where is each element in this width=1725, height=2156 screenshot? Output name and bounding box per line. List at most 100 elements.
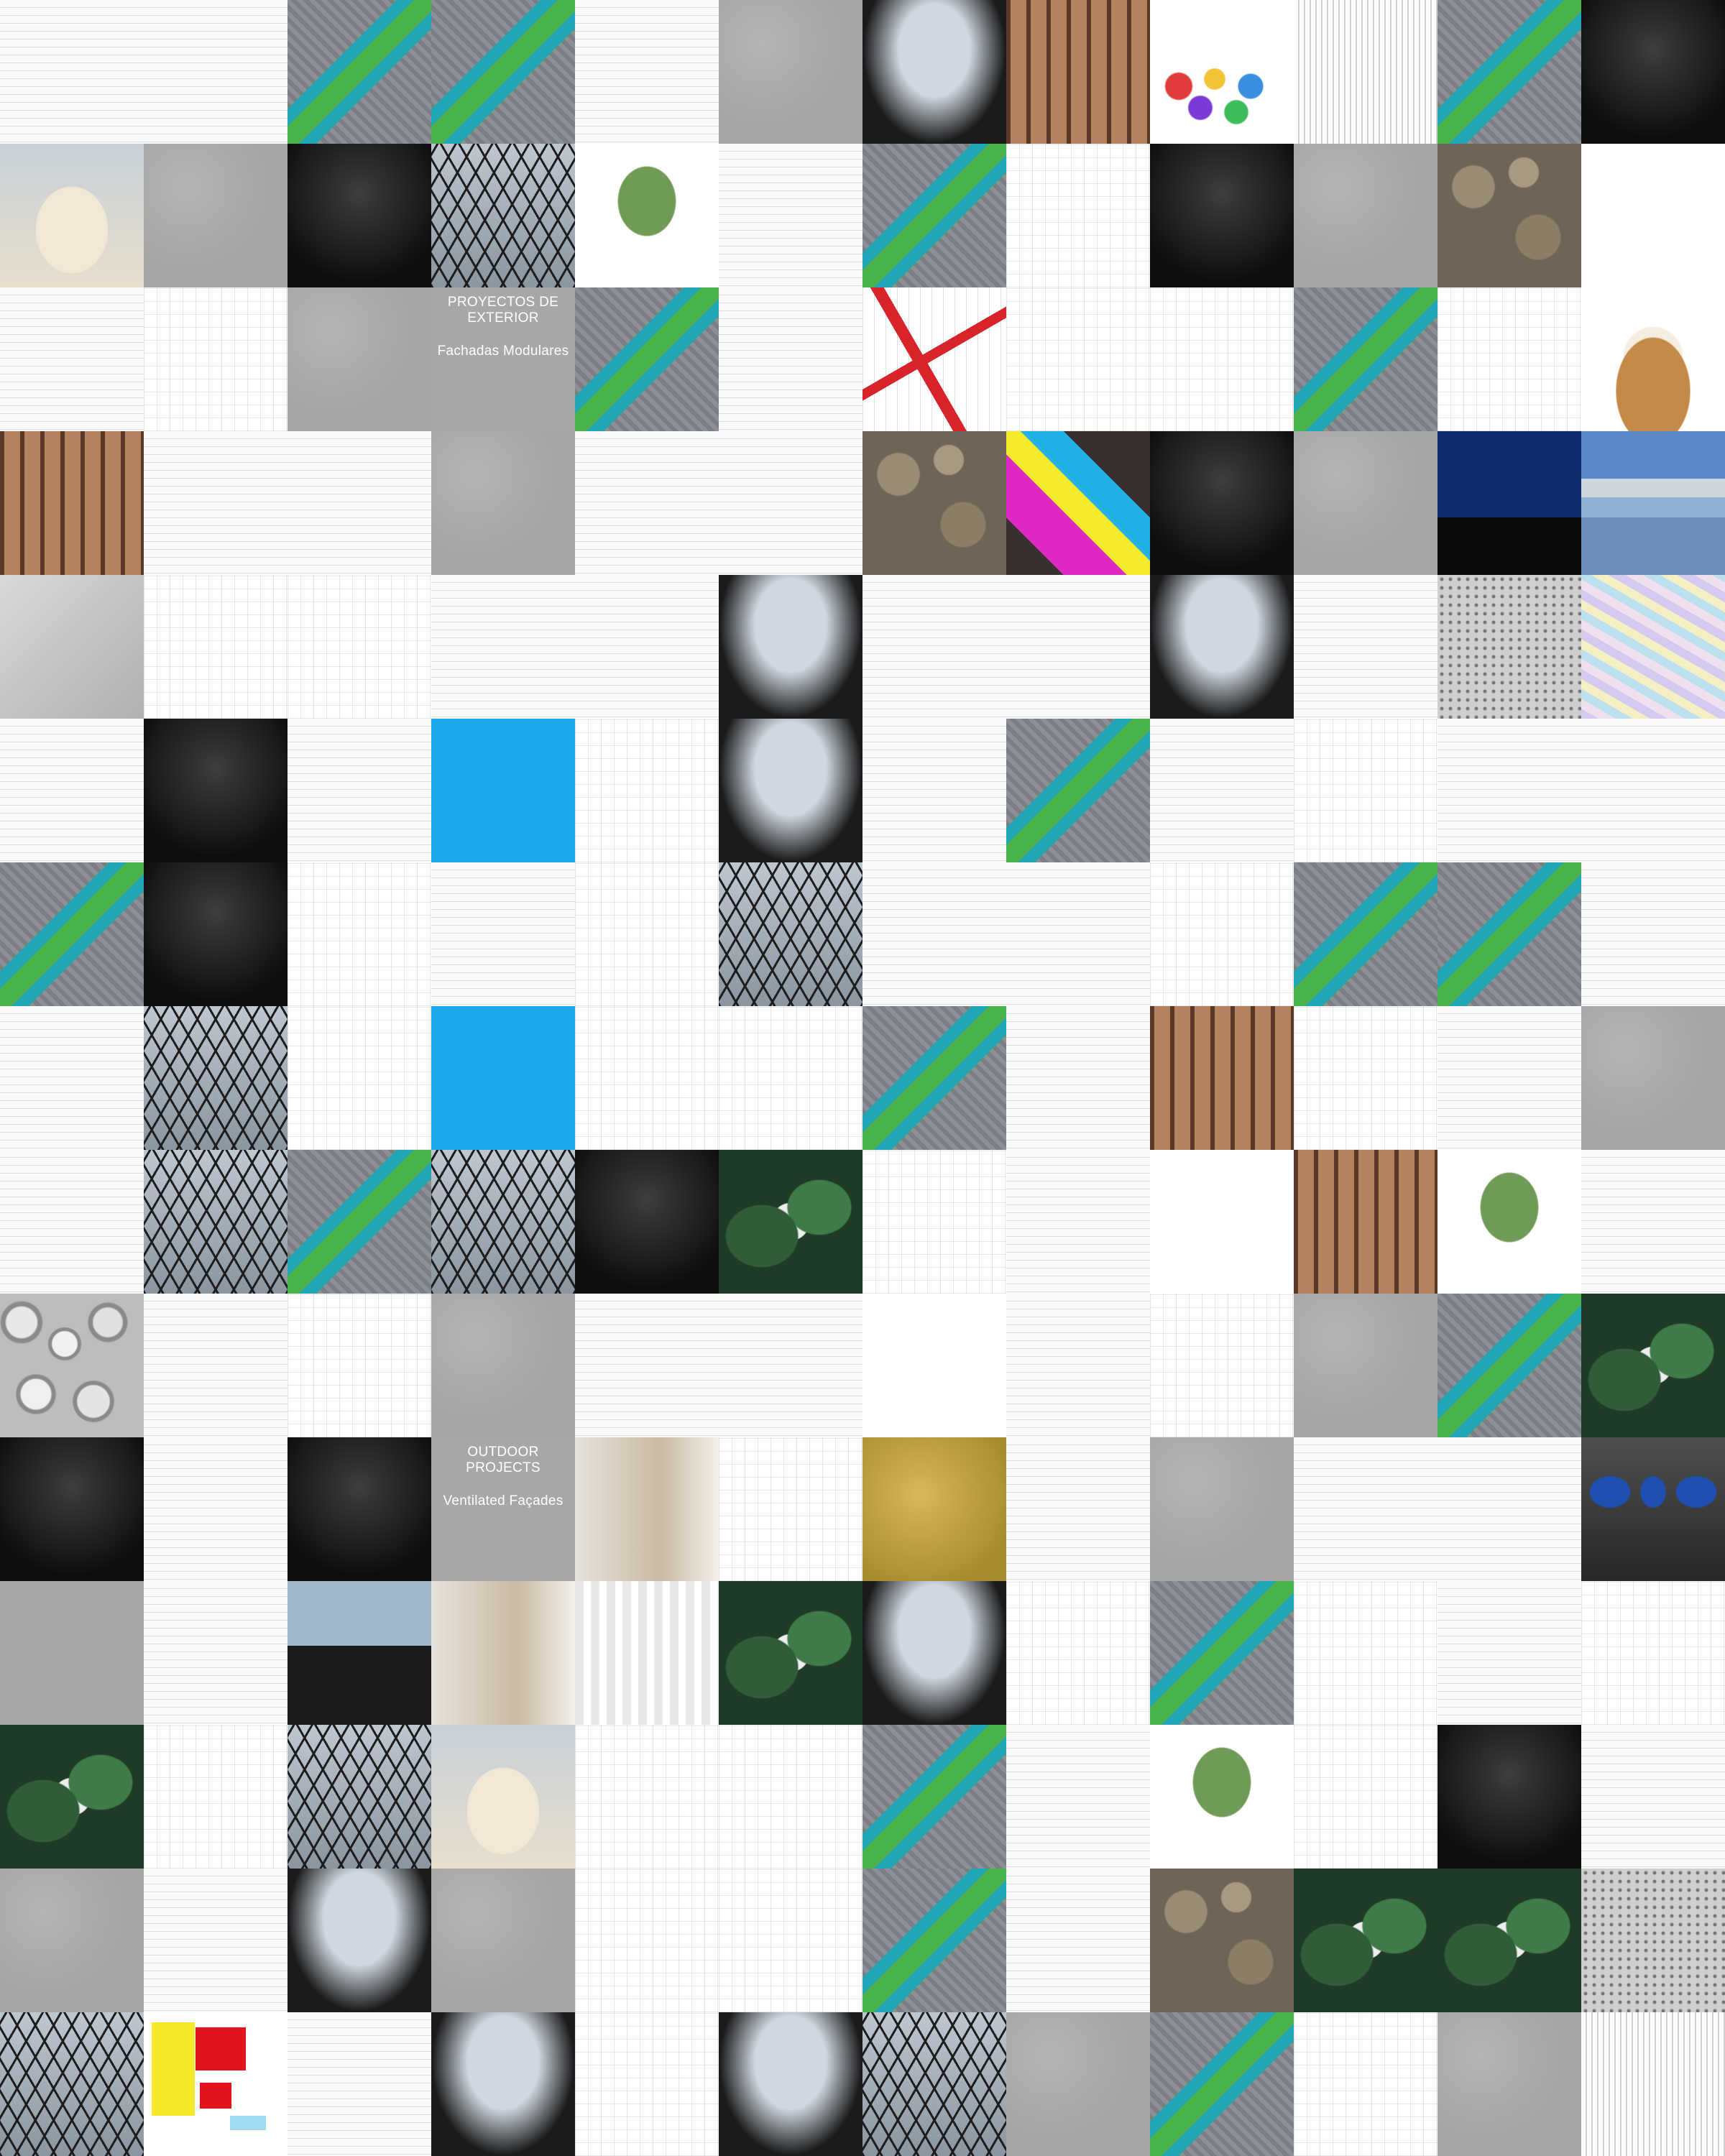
thumbnail-light-floor: [0, 575, 144, 719]
thumbnail-blueprint: [288, 862, 431, 1006]
thumbnail-colors-plan: [144, 2012, 288, 2156]
thumbnail-blueprint: [144, 1725, 288, 1869]
thumbnail-blueprint: [1150, 862, 1294, 1006]
thumbnail-perforated: [1438, 575, 1581, 719]
thumbnail-doc: [0, 1006, 144, 1150]
thumbnail-doc: [1294, 575, 1438, 719]
thumbnail-concrete: [1294, 431, 1438, 575]
thumbnail-aerial: [431, 0, 575, 144]
thumbnail-blueprint: [575, 1006, 719, 1150]
thumbnail-aerial: [1294, 862, 1438, 1006]
thumbnail-aerial: [1150, 1581, 1294, 1725]
thumbnail-doc: [575, 575, 719, 719]
thumbnail-doc: [1006, 1150, 1150, 1294]
thumbnail-doc: [1438, 1006, 1581, 1150]
thumbnail-glass: [144, 1006, 288, 1150]
thumbnail-projector: [719, 719, 862, 862]
thumbnail-aerial: [1150, 2012, 1294, 2156]
thumbnail-tree-sketch: [1438, 1150, 1581, 1294]
thumbnail-concrete: [1006, 2012, 1150, 2156]
thumbnail-blueprint: [288, 1294, 431, 1437]
thumbnail-blueprint: [575, 719, 719, 862]
thumbnail-green-render: [1294, 1869, 1438, 2012]
thumbnail-doc: [144, 0, 288, 144]
thumbnail-doc: [1006, 1294, 1150, 1437]
thumbnail-glass: [719, 862, 862, 1006]
thumbnail-doc: [0, 719, 144, 862]
thumbnail-dark: [288, 1437, 431, 1581]
thumbnail-concrete: [288, 287, 431, 431]
thumbnail-doc: [1294, 1437, 1438, 1581]
thumbnail-doc: [862, 575, 1006, 719]
thumbnail-blueprint: [719, 1869, 862, 2012]
thumbnail-doc: [1006, 862, 1150, 1006]
thumbnail-doc: [1150, 719, 1294, 862]
thumbnail-magenta-block: [1006, 431, 1150, 575]
thumbnail-doc: [575, 1294, 719, 1437]
thumbnail-projector: [719, 2012, 862, 2156]
thumbnail-doc: [144, 1869, 288, 2012]
thumbnail-doc: [144, 1294, 288, 1437]
thumbnail-doc: [575, 431, 719, 575]
thumbnail-dark: [144, 719, 288, 862]
thumbnail-projector: [862, 1581, 1006, 1725]
thumbnail-coconut: [1581, 287, 1725, 431]
thumbnail-doc: [431, 862, 575, 1006]
thumbnail-blueprint: [144, 287, 288, 431]
caption-subtitle: Fachadas Modulares: [437, 343, 569, 359]
thumbnail-doc: [575, 0, 719, 144]
thumbnail-arch-white: [575, 1581, 719, 1725]
thumbnail-blueprint: [862, 1150, 1006, 1294]
thumbnail-facade-brown: [1294, 1150, 1438, 1294]
thumbnail-dark: [1150, 431, 1294, 575]
thumbnail-doc: [1006, 1437, 1150, 1581]
caption-text: PROYECTOS DE EXTERIOR Fachadas Modulares: [437, 295, 569, 359]
thumbnail-aerial: [862, 1006, 1006, 1150]
thumbnail-blueprint: [575, 1869, 719, 2012]
thumbnail-aerial: [1006, 719, 1150, 862]
thumbnail-doc: [1438, 719, 1581, 862]
thumbnail-blueprint: [1150, 287, 1294, 431]
thumbnail-doc: [144, 1437, 288, 1581]
thumbnail-white: [1581, 144, 1725, 287]
thumbnail-aerial: [862, 1725, 1006, 1869]
thumbnail-facade-brown: [1006, 0, 1150, 144]
thumbnail-aerial: [575, 287, 719, 431]
thumbnail-doc: [1006, 575, 1150, 719]
thumbnail-concrete: [719, 0, 862, 144]
thumbnail-red-steel: [862, 287, 1006, 431]
thumbnail-aerial: [862, 1869, 1006, 2012]
thumbnail-sky-blue: [431, 1006, 575, 1150]
thumbnail-doc: [719, 1294, 862, 1437]
thumbnail-doc: [288, 431, 431, 575]
thumbnail-green-render: [1581, 1294, 1725, 1437]
thumbnail-blueprint: [575, 862, 719, 1006]
thumbnail-tree-sketch: [575, 144, 719, 287]
thumbnail-facade-brown: [0, 431, 144, 575]
thumbnail-doc: [1581, 1150, 1725, 1294]
thumbnail-sand: [431, 1725, 575, 1869]
thumbnail-dark: [1150, 144, 1294, 287]
thumbnail-blueprint: [1006, 287, 1150, 431]
thumbnail-blueprint: [1294, 1006, 1438, 1150]
thumbnail-blueprint: [288, 1006, 431, 1150]
thumbnail-glass: [144, 1150, 288, 1294]
thumbnail-blueprint: [1294, 2012, 1438, 2156]
thumbnail-doc: [1581, 862, 1725, 1006]
thumbnail-glass: [431, 144, 575, 287]
thumbnail-green-render: [719, 1581, 862, 1725]
thumbnail-doc: [1006, 1869, 1150, 2012]
thumbnail-concrete: [1150, 1437, 1294, 1581]
thumbnail-concrete: [1438, 2012, 1581, 2156]
thumbnail-doc: [288, 2012, 431, 2156]
thumbnail-dark: [144, 862, 288, 1006]
caption-title: PROYECTOS DE EXTERIOR: [447, 295, 559, 326]
thumbnail-dark: [0, 1437, 144, 1581]
thumbnail-lines: [1294, 0, 1438, 144]
thumbnail-concrete: [1581, 1006, 1725, 1150]
thumbnail-concrete: [1294, 1294, 1438, 1437]
thumbnail-map-pastel: [1581, 575, 1725, 719]
thumbnail-concrete: [1294, 144, 1438, 287]
caption-tile-proyectos: PROYECTOS DE EXTERIOR Fachadas Modulares: [431, 287, 575, 431]
